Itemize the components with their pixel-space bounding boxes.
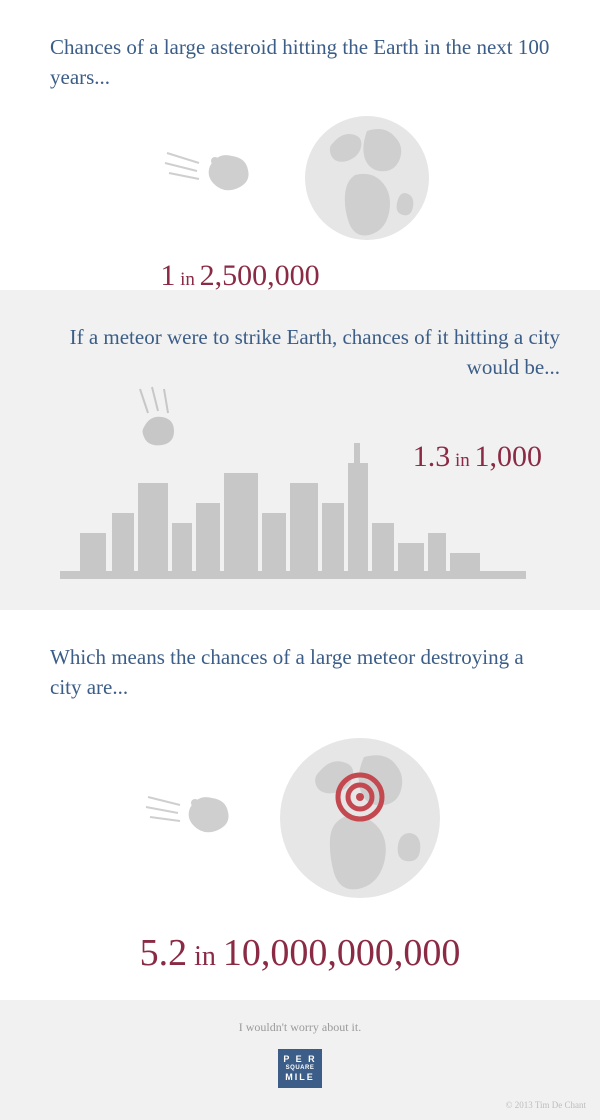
city-illustration [40,383,560,603]
asteroid-icon [155,133,285,223]
illustration-asteroid-globe [40,103,560,253]
heading-destroy: Which means the chances of a large meteo… [50,642,560,703]
logo-line3: MILE [285,1072,315,1082]
stat-in: in [450,450,474,471]
logo: P E R SQUARE MILE [278,1049,321,1088]
asteroid-icon [140,773,260,863]
section-asteroid-earth: Chances of a large asteroid hitting the … [0,0,600,290]
logo-line1: P E R [283,1054,316,1064]
section-meteor-city: If a meteor were to strike Earth, chance… [0,290,600,610]
stat-city: 1.3 in 1,000 [413,440,542,474]
stat-num2: 2,500,000 [200,259,320,292]
illustration-target-globe [40,723,560,913]
tagline: I wouldn't worry about it. [0,1020,600,1035]
stat-destroy: 5.2 in 10,000,000,000 [40,931,560,975]
stat-num1: 5.2 [140,932,188,974]
section-destroy-city: Which means the chances of a large meteo… [0,610,600,1000]
globe-icon [285,103,445,253]
stat-in: in [187,941,223,972]
stat-in: in [175,269,199,290]
copyright: © 2013 Tim De Chant [506,1100,586,1110]
stat-num2: 10,000,000,000 [223,932,461,974]
heading-city: If a meteor were to strike Earth, chance… [40,322,560,383]
stat-num1: 1 [160,259,175,292]
stat-asteroid: 1 in 2,500,000 [0,259,560,293]
footer: I wouldn't worry about it. P E R SQUARE … [0,1000,600,1120]
stat-num2: 1,000 [475,440,543,473]
stat-num1: 1.3 [413,440,451,473]
heading-asteroid: Chances of a large asteroid hitting the … [50,32,560,93]
globe-target-icon [260,723,460,913]
